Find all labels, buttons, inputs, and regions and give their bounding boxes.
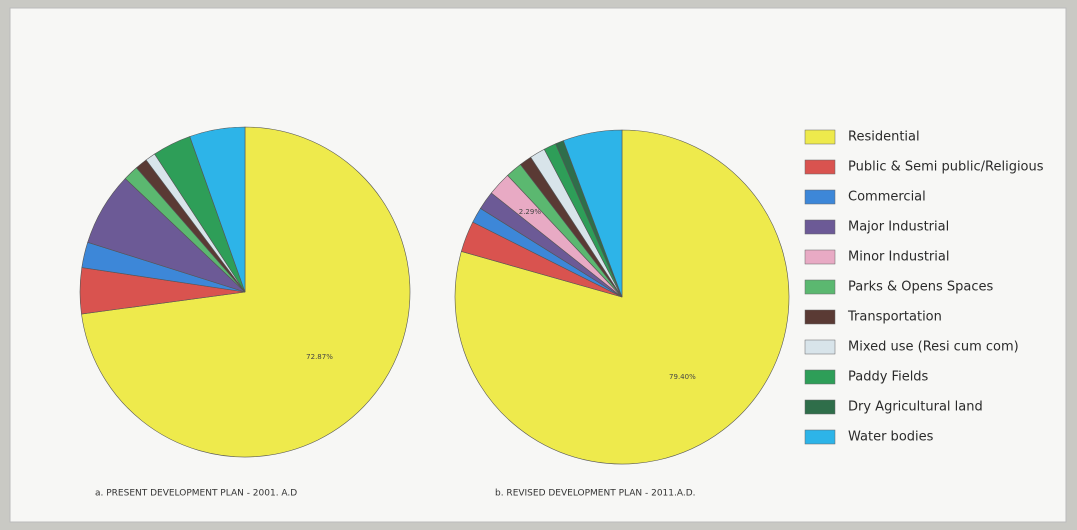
- legend-swatch: [804, 369, 836, 385]
- legend-label: Dry Agricultural land: [848, 400, 983, 415]
- legend-swatch: [804, 339, 836, 355]
- legend-label: Residential: [848, 130, 920, 145]
- legend-swatch: [804, 189, 836, 205]
- pie-slice: [81, 126, 411, 458]
- legend-label: Mixed use (Resi cum com): [848, 340, 1019, 355]
- legend-label: Major Industrial: [848, 220, 949, 235]
- slice-label: 72.87%: [306, 353, 333, 361]
- legend-swatch: [804, 129, 836, 145]
- legend-label: Water bodies: [848, 430, 934, 445]
- chart-caption: a. PRESENT DEVELOPMENT PLAN - 2001. A.D: [95, 489, 297, 499]
- slice-label: 2.29%: [519, 208, 542, 216]
- legend-label: Paddy Fields: [848, 370, 929, 385]
- legend-swatch: [804, 429, 836, 445]
- legend-label: Parks & Opens Spaces: [848, 280, 994, 295]
- legend-swatch: [804, 399, 836, 415]
- legend-label: Minor Industrial: [848, 250, 949, 265]
- chart-caption: b. REVISED DEVELOPMENT PLAN - 2011.A.D.: [495, 489, 696, 499]
- legend-swatch: [804, 159, 836, 175]
- pie-slice: [562, 129, 623, 298]
- legend-swatch: [804, 279, 836, 295]
- legend-label: Transportation: [847, 310, 942, 325]
- legend-label: Public & Semi public/Religious: [848, 160, 1044, 175]
- slice-label: 79.40%: [669, 373, 696, 381]
- legend-label: Commercial: [848, 190, 926, 205]
- pie-slice: [189, 126, 246, 293]
- legend-swatch: [804, 309, 836, 325]
- legend-swatch: [804, 219, 836, 235]
- legend-swatch: [804, 249, 836, 265]
